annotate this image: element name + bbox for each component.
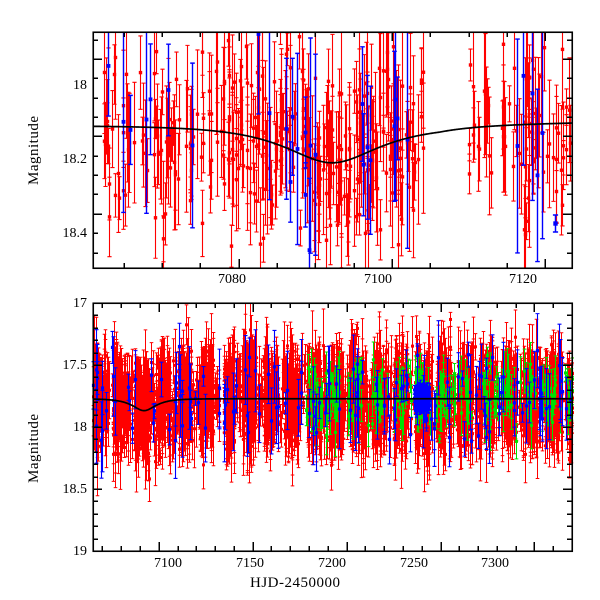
x-axis-label: HJD-2450000 bbox=[250, 575, 341, 591]
bot-xtick-7300: 7300 bbox=[481, 556, 509, 571]
bot-xtick-7250: 7250 bbox=[400, 556, 428, 571]
top-ytick-18p4: 18.4 bbox=[62, 226, 88, 241]
bot-ytick-18p5: 18.5 bbox=[62, 482, 88, 497]
top-xtick-7080: 7080 bbox=[218, 272, 246, 287]
top-xtick-7100: 7100 bbox=[364, 272, 392, 287]
bot-xtick-7200: 7200 bbox=[318, 556, 346, 571]
bot-xtick-7100: 7100 bbox=[154, 556, 182, 571]
bot-xtick-7150: 7150 bbox=[236, 556, 264, 571]
bottom-panel-ylabel: Magnitude bbox=[26, 413, 42, 484]
top-xtick-7120: 7120 bbox=[509, 272, 537, 287]
top-ytick-18p2: 18.2 bbox=[62, 152, 88, 167]
bot-ytick-19: 19 bbox=[73, 544, 87, 559]
bot-ytick-17: 17 bbox=[73, 296, 87, 311]
bot-ytick-18: 18 bbox=[73, 420, 87, 435]
top-panel-ylabel: Magnitude bbox=[26, 115, 42, 186]
bot-ytick-17p5: 17.5 bbox=[62, 358, 88, 373]
top-ytick-18: 18 bbox=[73, 78, 87, 93]
